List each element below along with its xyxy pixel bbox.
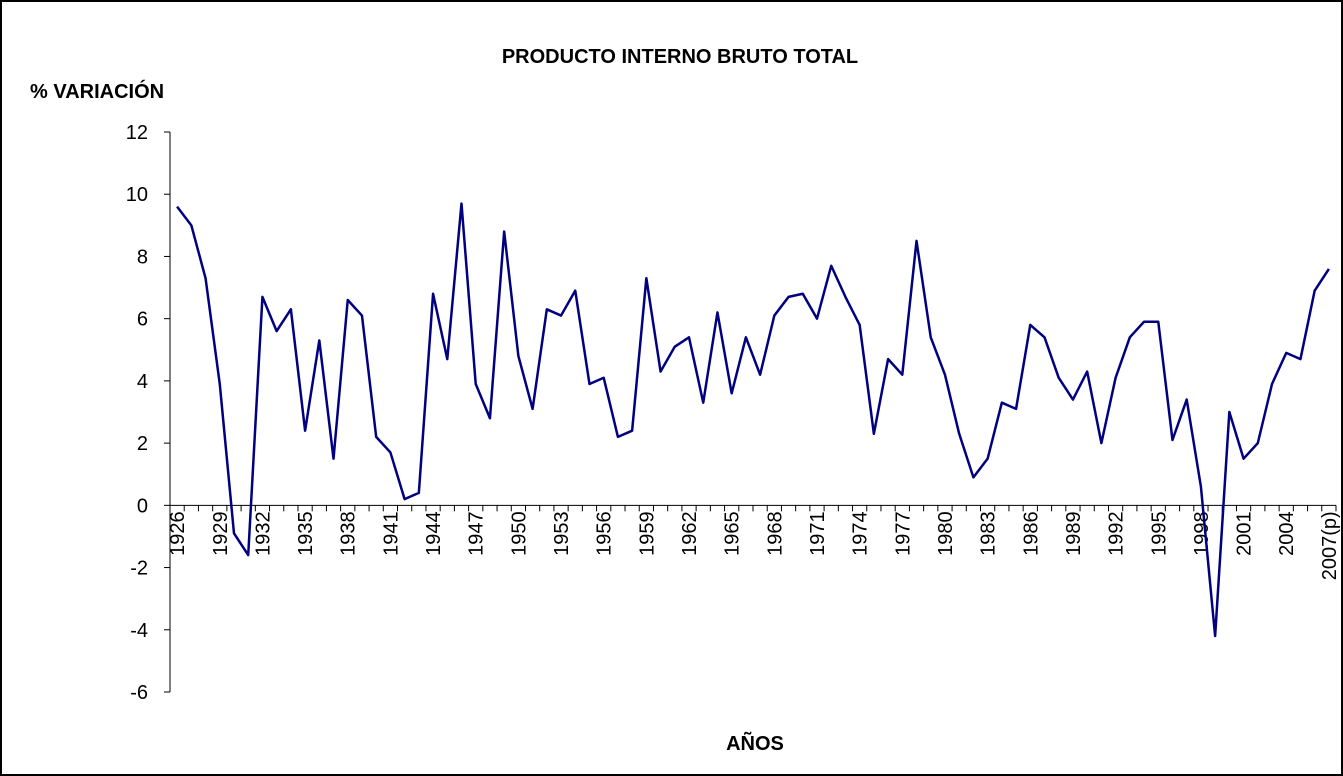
x-tick-label: 1989 — [1063, 511, 1085, 556]
x-axis-title: AÑOS — [726, 732, 784, 755]
x-tick-label: 1959 — [636, 511, 658, 556]
x-tick-label: 1962 — [679, 511, 701, 556]
x-tick-label: 1977 — [892, 511, 914, 556]
x-tick-label: 1938 — [338, 511, 360, 556]
x-tick-label: 2004 — [1276, 511, 1298, 556]
x-tick-label: 1995 — [1148, 511, 1170, 556]
chart-title: PRODUCTO INTERNO BRUTO TOTAL — [502, 46, 858, 68]
x-tick-label: 1956 — [594, 511, 616, 556]
x-tick-label: 1974 — [850, 511, 872, 556]
x-tick-label: 1953 — [551, 511, 573, 556]
x-tick-label: 1941 — [380, 511, 402, 556]
y-tick-label: 8 — [137, 246, 148, 268]
x-tick-label: 1983 — [978, 511, 1000, 556]
x-tick-label: 1947 — [466, 511, 488, 556]
x-tick-label: 1944 — [423, 511, 445, 556]
x-tick-label: 1929 — [210, 511, 232, 556]
x-tick-label: 1986 — [1020, 511, 1042, 556]
x-tick-label: 1935 — [295, 511, 317, 556]
x-tick-label: 1968 — [764, 511, 786, 556]
x-tick-label: 1926 — [167, 511, 189, 556]
y-tick-label: 0 — [137, 495, 148, 517]
x-tick-label: 1950 — [508, 511, 530, 556]
x-tick-label: 1932 — [252, 511, 274, 556]
y-tick-label: 6 — [137, 309, 148, 331]
x-tick-label: 2001 — [1234, 511, 1256, 556]
y-tick-label: 4 — [137, 371, 148, 393]
data-line — [176, 202, 1330, 638]
x-tick-label: 2007(p) — [1319, 511, 1341, 580]
x-tick-label: 1965 — [722, 511, 744, 556]
x-tick-label: 1980 — [935, 511, 957, 556]
x-tick-label: 1992 — [1106, 511, 1128, 556]
y-tick-label: 2 — [137, 433, 148, 455]
x-tick-label: 1971 — [807, 511, 829, 556]
y-axis-title: % VARIACIÓN — [30, 79, 164, 103]
y-tick-label: -4 — [130, 620, 148, 642]
y-tick-label: 10 — [126, 184, 148, 206]
y-tick-label: -2 — [130, 558, 148, 580]
x-tick-label: 1998 — [1191, 511, 1213, 556]
y-tick-label: 12 — [126, 122, 148, 144]
y-tick-label: -6 — [130, 682, 148, 704]
